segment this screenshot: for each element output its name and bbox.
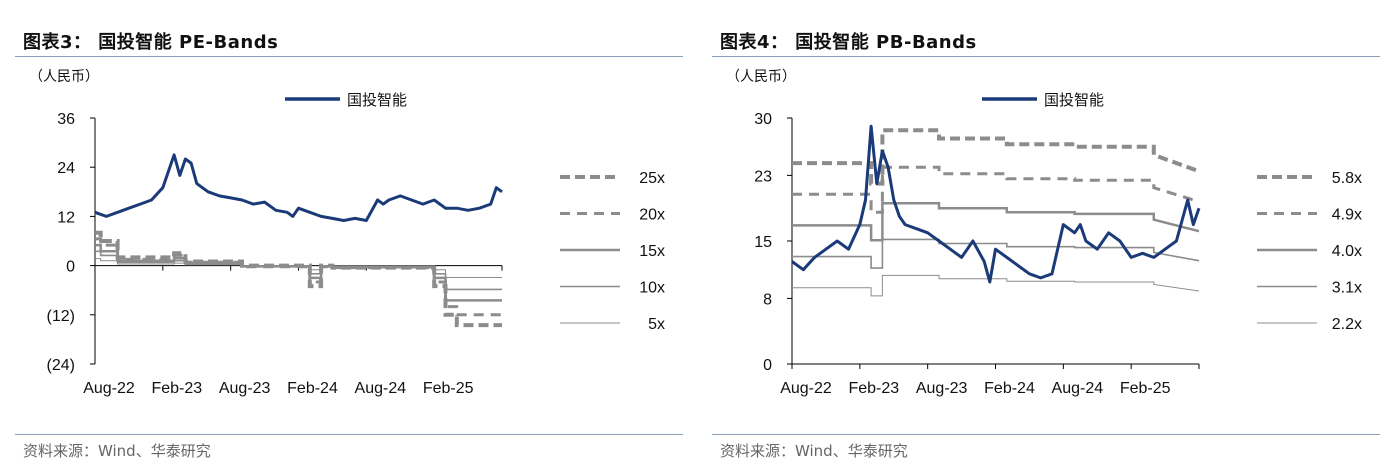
x-tick-label: Feb-24: [984, 380, 1035, 397]
band-line-4.9x: [792, 165, 1200, 214]
band-legend-label: 15x: [639, 243, 665, 260]
x-tick-label: Aug-23: [916, 380, 968, 397]
y-tick-label: (12): [47, 308, 75, 325]
figure-title: 图表3： 国投智能 PE-Bands: [23, 32, 279, 53]
band-line-5.8x: [792, 128, 1200, 186]
x-tick-label: Feb-23: [848, 380, 899, 397]
x-tick-label: Feb-25: [423, 380, 474, 397]
band-legend-label: 10x: [639, 280, 665, 297]
source-divider: [712, 434, 1380, 435]
y-tick-label: 23: [754, 168, 772, 185]
x-tick-label: Aug-22: [83, 380, 135, 397]
title-divider: [712, 56, 1380, 57]
y-tick-label: 30: [754, 111, 772, 128]
band-legend-label: 5x: [648, 316, 665, 333]
title-divider: [15, 56, 683, 57]
x-tick-label: Aug-22: [780, 380, 832, 397]
source-note: 资料来源：Wind、华泰研究: [23, 442, 211, 460]
y-tick-label: 24: [57, 160, 75, 177]
x-tick-label: Aug-24: [1052, 380, 1104, 397]
stock-price-line: [791, 124, 1201, 284]
band-legend-label: 4.0x: [1332, 243, 1362, 260]
band-legend-label: 5.8x: [1332, 170, 1362, 187]
unit-label: （人民币）: [726, 69, 796, 85]
y-tick-label: 0: [66, 259, 75, 276]
band-line-2.2x: [792, 274, 1200, 297]
x-tick-label: Feb-24: [287, 380, 338, 397]
unit-label: （人民币）: [29, 69, 99, 85]
pb-bands-chart: 0 8 15 23 30 Aug-22 Feb-23 Aug-23 Feb-24 Aug-24 Fe…: [754, 91, 1362, 397]
band-legend-label: 20x: [639, 207, 665, 224]
band-line-4.0x: [792, 202, 1200, 242]
band-line-5x: [95, 258, 502, 278]
y-tick-label: 36: [57, 111, 75, 128]
stock-legend-label: 国投智能: [347, 91, 407, 109]
y-tick-label: 8: [763, 291, 772, 308]
y-tick-label: 0: [763, 357, 772, 374]
y-tick-label: (24): [47, 357, 75, 374]
figure-title: 图表4： 国投智能 PB-Bands: [720, 32, 977, 53]
band-line-15x: [95, 243, 502, 302]
band-legend-label: 25x: [639, 170, 665, 187]
pe-bands-panel: 图表3： 国投智能 PE-Bands （人民币） (24) (12) 0 12 24 36…: [15, 0, 695, 471]
y-tick-label: 15: [754, 234, 772, 251]
x-tick-label: Feb-25: [1120, 380, 1171, 397]
band-legend-label: 4.9x: [1332, 207, 1362, 224]
source-divider: [15, 434, 683, 435]
x-tick-label: Feb-23: [151, 380, 202, 397]
y-tick-label: 12: [57, 209, 75, 226]
pb-bands-panel: 图表4： 国投智能 PB-Bands （人民币） 0 8 15 23 30 Aug-22 F…: [712, 0, 1392, 471]
band-legend-label: 2.2x: [1332, 316, 1362, 333]
pe-bands-chart: (24) (12) 0 12 24 36 Aug-22 Feb-23 Aug-23 Feb-24 A…: [47, 91, 665, 397]
band-legend-label: 3.1x: [1332, 280, 1362, 297]
stock-legend-label: 国投智能: [1044, 91, 1104, 109]
stock-price-line: [94, 153, 503, 222]
source-note: 资料来源：Wind、华泰研究: [720, 442, 908, 460]
x-tick-label: Aug-23: [219, 380, 271, 397]
x-tick-label: Aug-24: [355, 380, 407, 397]
